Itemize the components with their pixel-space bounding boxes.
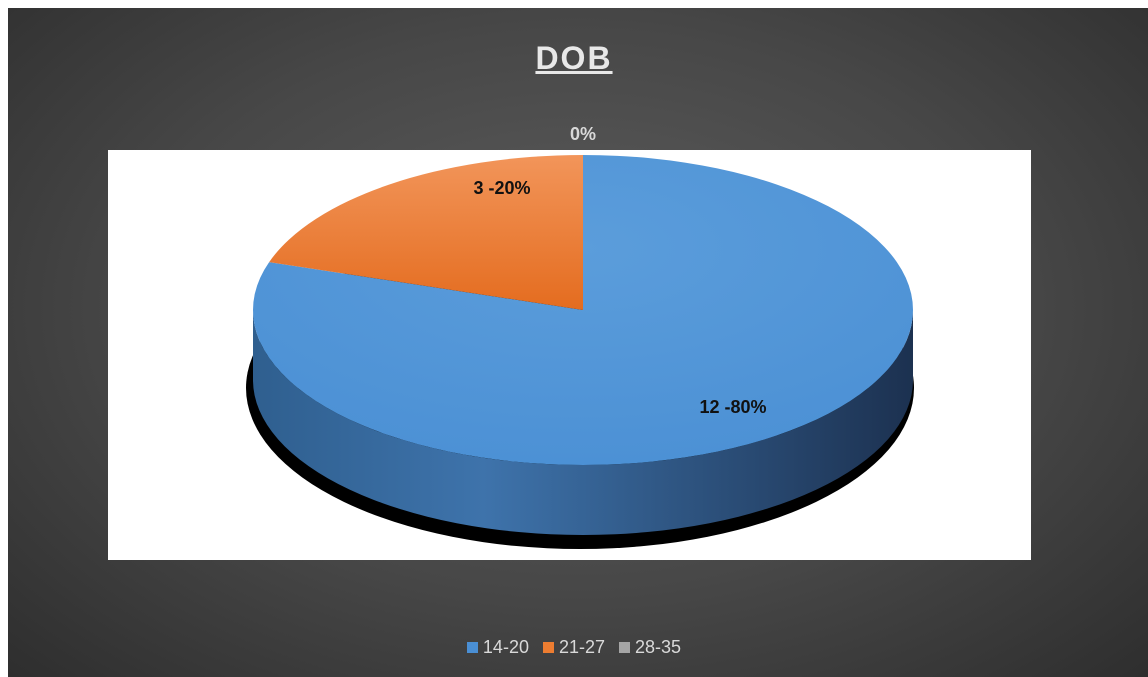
- data-label: 0%: [570, 124, 596, 144]
- legend-swatch: [543, 642, 554, 653]
- legend-item: 14-20: [467, 637, 529, 658]
- legend-item: 28-35: [619, 637, 681, 658]
- legend-label: 28-35: [635, 637, 681, 658]
- legend-item: 21-27: [543, 637, 605, 658]
- legend-label: 21-27: [559, 637, 605, 658]
- legend: 14-20 21-27 28-35: [0, 637, 1148, 658]
- legend-swatch: [619, 642, 630, 653]
- data-label: 3 -20%: [473, 178, 530, 198]
- legend-label: 14-20: [483, 637, 529, 658]
- data-label: 12 -80%: [699, 397, 766, 417]
- legend-swatch: [467, 642, 478, 653]
